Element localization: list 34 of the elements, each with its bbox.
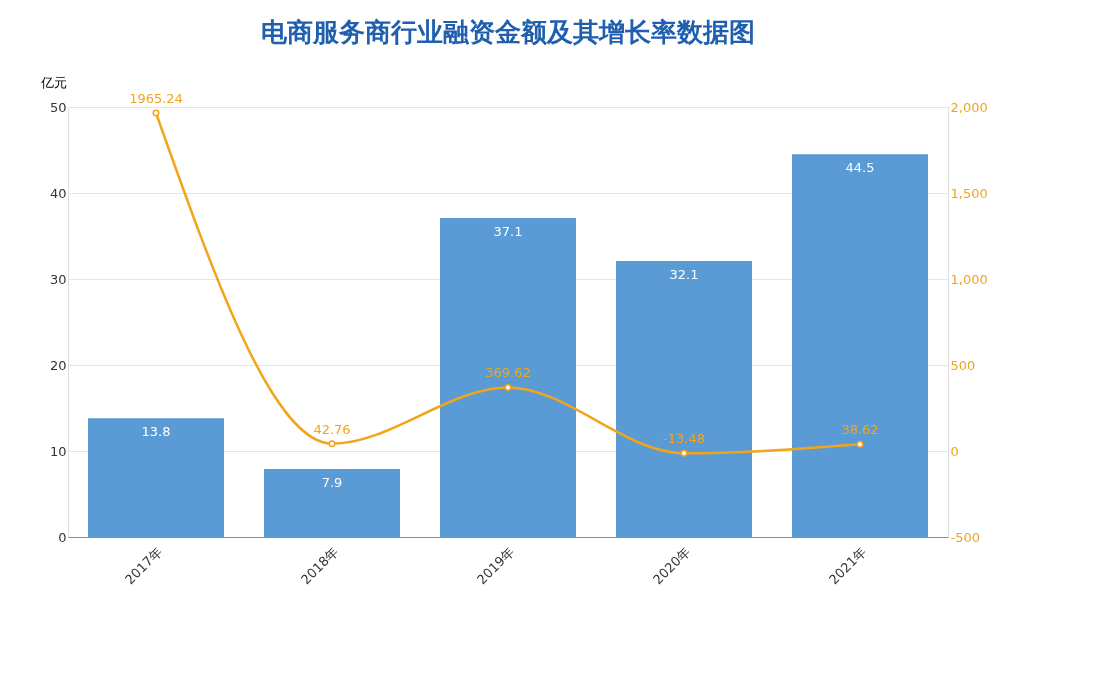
y-tick-label: 0	[58, 529, 67, 545]
bar	[792, 154, 928, 537]
point	[152, 109, 160, 117]
y-tick-label: 10	[49, 443, 67, 459]
data-label: 42.76	[313, 421, 351, 437]
y-tick-label: 40	[49, 185, 67, 201]
bar	[264, 469, 400, 537]
data-label: 369.62	[485, 365, 531, 381]
y2-tick-label: 500	[950, 357, 976, 373]
y2-tick-label: 1,500	[950, 185, 988, 201]
data-label: 32.1	[669, 266, 699, 282]
bar	[440, 217, 576, 537]
y2-tick-label: -500	[950, 529, 981, 545]
y-tick-label: 50	[49, 99, 67, 115]
data-label: 1965.24	[129, 90, 183, 106]
y2-tick-label: 1,000	[950, 271, 988, 287]
point	[504, 383, 512, 391]
y-tick-label: 20	[49, 357, 67, 373]
data-label: 38.62	[841, 422, 879, 438]
bar	[616, 260, 752, 537]
data-label: 37.1	[493, 223, 523, 239]
chart-title: 电商服务商行业融资金额及其增长率数据图	[261, 17, 755, 47]
point	[680, 449, 688, 457]
y-tick-label: 30	[49, 271, 67, 287]
point	[328, 440, 336, 448]
bar	[88, 418, 224, 537]
point	[856, 440, 864, 448]
data-label: 13.8	[141, 424, 171, 440]
data-label: 44.5	[845, 160, 875, 176]
y2-tick-label: 0	[950, 443, 959, 459]
data-label: -13.48	[663, 431, 705, 447]
y2-tick-label: 2,000	[950, 99, 988, 115]
data-label: 7.9	[321, 475, 343, 491]
y-axis-title: 亿元	[39, 74, 67, 90]
